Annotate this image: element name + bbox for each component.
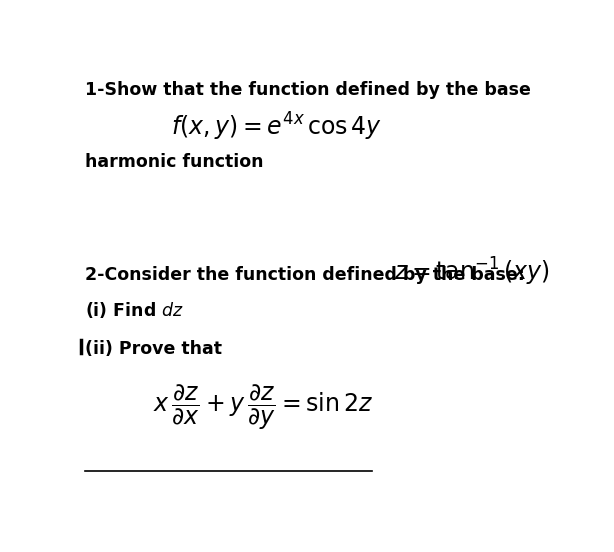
Text: harmonic function: harmonic function (85, 153, 264, 171)
Text: 2-Consider the function defined by the base:: 2-Consider the function defined by the b… (85, 266, 525, 284)
Text: 1-Show that the function defined by the base: 1-Show that the function defined by the … (85, 81, 531, 99)
Text: (ii) Prove that: (ii) Prove that (85, 341, 222, 358)
Text: $z = \tan^{-1}(xy)$: $z = \tan^{-1}(xy)$ (394, 256, 550, 288)
Text: $\mathit{f}(x,y) = e^{4x}\,\cos 4y$: $\mathit{f}(x,y) = e^{4x}\,\cos 4y$ (171, 111, 383, 143)
Text: $x\,\dfrac{\partial z}{\partial x} + y\,\dfrac{\partial z}{\partial y} = \sin 2z: $x\,\dfrac{\partial z}{\partial x} + y\,… (153, 383, 373, 432)
Text: (i) Find $dz$: (i) Find $dz$ (85, 300, 184, 320)
